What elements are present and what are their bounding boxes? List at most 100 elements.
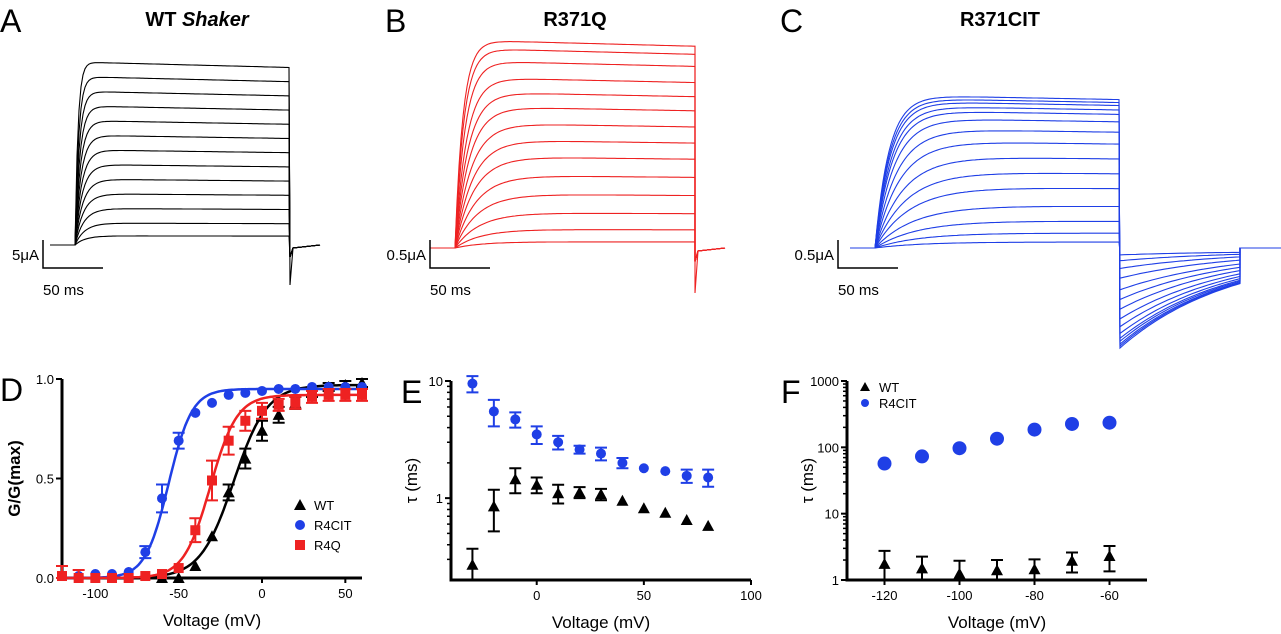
- data-point: [357, 389, 367, 400]
- data-point: [290, 383, 301, 394]
- current-trace: [430, 194, 726, 262]
- data-point: [488, 406, 499, 417]
- data-point: [487, 500, 500, 512]
- scale-time-label: 50 ms: [430, 282, 471, 299]
- title-text: R371CIT: [960, 9, 1040, 31]
- data-point: [915, 449, 929, 464]
- legend-label: R4CIT: [314, 518, 352, 533]
- current-trace: [850, 102, 1281, 346]
- data-point: [953, 567, 966, 579]
- current-trace: [850, 111, 1281, 340]
- legend-label: WT: [314, 498, 334, 513]
- data-point: [140, 547, 151, 558]
- panel-letter: A: [0, 3, 22, 39]
- legend-marker: [860, 382, 870, 391]
- y-axis-label: τ (ms): [798, 458, 817, 503]
- panel-letter: D: [0, 372, 23, 408]
- scale-bar: 0.5μA 50 ms: [387, 240, 490, 299]
- y-tick-label: 1.0: [36, 372, 54, 387]
- panel-title: R371CIT: [960, 9, 1040, 31]
- panel-letter: E: [401, 374, 422, 410]
- data-point: [617, 457, 628, 468]
- data-point: [190, 525, 201, 536]
- legend-marker: [295, 520, 305, 530]
- data-point: [1065, 416, 1079, 431]
- y-tick-label: 1000: [810, 374, 839, 389]
- y-tick-label: 10: [825, 507, 839, 522]
- current-trace: [850, 172, 1281, 301]
- data-point: [466, 558, 479, 570]
- current-trace: [850, 241, 1281, 256]
- scale-bar: 0.5μA 50 ms: [795, 240, 898, 299]
- data-point: [553, 437, 564, 448]
- x-tick-label: 0: [533, 588, 540, 603]
- scale-current-label: 0.5μA: [795, 247, 835, 264]
- data-point: [206, 530, 218, 542]
- data-point: [596, 448, 606, 459]
- current-trace: [850, 130, 1281, 328]
- current-trace: [850, 220, 1281, 270]
- data-point: [223, 389, 234, 400]
- series-R4CIT: [877, 415, 1117, 471]
- data-point: [1103, 550, 1116, 562]
- data-point: [273, 399, 284, 410]
- data-point: [323, 389, 334, 400]
- x-tick-label: 0: [258, 586, 265, 601]
- data-point: [616, 494, 629, 506]
- data-point: [190, 407, 201, 418]
- current-trace: [430, 157, 726, 262]
- data-point: [991, 564, 1003, 576]
- x-tick-label: -100: [82, 586, 108, 601]
- current-trace: [850, 232, 1281, 262]
- panel-title: R371Q: [543, 9, 606, 31]
- series-1: [466, 467, 715, 581]
- y-tick-label: 0.5: [36, 472, 54, 487]
- data-point: [222, 486, 235, 498]
- data-point: [123, 573, 134, 583]
- current-trace: [850, 96, 1281, 350]
- data-point: [659, 506, 672, 518]
- x-tick-label: -50: [169, 586, 188, 601]
- current-trace: [50, 135, 321, 258]
- data-point: [307, 391, 317, 402]
- data-point: [157, 493, 167, 504]
- data-point: [173, 435, 184, 446]
- title-text: WT: [145, 9, 182, 31]
- panel-letter: F: [781, 374, 801, 410]
- data-point: [952, 441, 967, 456]
- data-point: [140, 571, 151, 582]
- current-trace: [50, 208, 321, 258]
- chart-panel-E: E 0 50 100 1 10 Voltage (mV) τ (ms): [401, 374, 762, 632]
- data-point: [157, 569, 167, 580]
- current-trace: [430, 62, 726, 262]
- current-trace: [50, 179, 321, 258]
- current-trace: [50, 91, 321, 258]
- data-point: [173, 563, 184, 574]
- x-tick-label: -60: [1100, 588, 1119, 603]
- panel-title: WT Shaker: [145, 9, 250, 31]
- y-tick-label: 100: [817, 440, 839, 455]
- panel-letter: C: [780, 3, 803, 39]
- current-trace: [850, 205, 1281, 279]
- data-point: [340, 389, 351, 400]
- data-point: [189, 560, 202, 572]
- current-trace: [850, 142, 1281, 320]
- data-point: [680, 514, 693, 526]
- data-point: [878, 557, 891, 569]
- data-point: [916, 562, 928, 574]
- data-point: [702, 519, 715, 531]
- current-trace: [430, 241, 726, 262]
- data-point: [256, 424, 268, 436]
- current-trace: [850, 157, 1281, 311]
- data-point: [272, 408, 285, 420]
- data-point: [240, 415, 251, 426]
- data-point: [90, 573, 101, 583]
- scale-time-label: 50 ms: [838, 282, 879, 299]
- current-trace: [50, 222, 321, 258]
- data-point: [877, 456, 892, 471]
- y-tick-label: 1: [832, 573, 839, 588]
- x-axis-label: Voltage (mV): [163, 611, 261, 630]
- data-point: [573, 486, 586, 498]
- current-trace: [50, 235, 321, 258]
